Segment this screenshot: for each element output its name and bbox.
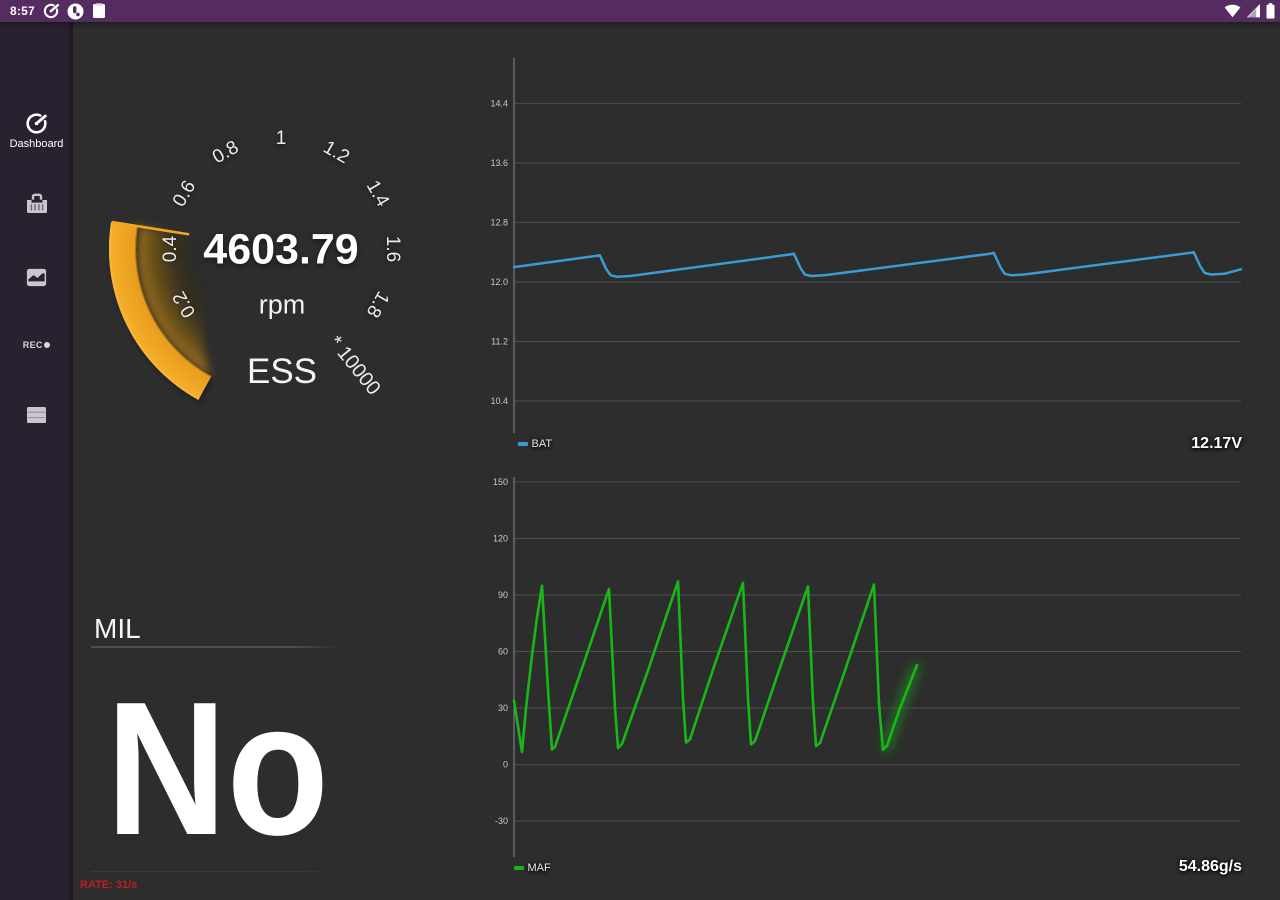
bat-current-value: 12.17V (1191, 434, 1242, 452)
rpm-gauge-arc (109, 220, 212, 400)
status-time: 8:57 (10, 4, 35, 18)
toolbox-icon (26, 193, 47, 213)
mil-rate-divider (91, 871, 342, 872)
gauge-tick-label: 0.4 (159, 235, 181, 263)
svg-text:-30: -30 (495, 816, 508, 826)
svg-text:150: 150 (493, 477, 508, 487)
svg-text:14.4: 14.4 (490, 98, 508, 108)
bat-legend-dash (517, 441, 528, 446)
cellular-signal-icon (1246, 4, 1260, 18)
svg-text:60: 60 (498, 647, 508, 657)
maf-chart: 150 120 90 60 30 0 -30 (493, 477, 1241, 857)
speedometer-notification-icon (43, 3, 59, 19)
mil-value: No (106, 663, 329, 875)
svg-text:12.0: 12.0 (490, 277, 508, 287)
note-notification-icon (92, 3, 105, 18)
mil-label: MIL (94, 613, 141, 644)
svg-text:10.4: 10.4 (490, 396, 508, 406)
maf-current-value: 54.86g/s (1178, 858, 1242, 875)
record-label: REC (22, 340, 43, 350)
bat-chart: 14.4 13.6 12.8 12.0 11.2 10.4 (490, 58, 1243, 433)
sidebar-item-charts[interactable] (0, 266, 73, 289)
sidebar-item-table[interactable] (0, 406, 73, 424)
svg-text:90: 90 (498, 590, 508, 600)
sidebar-item-dashboard[interactable]: Dashboard (0, 112, 73, 150)
gauge-title: ESS (246, 352, 318, 391)
maf-legend-label: MAF (527, 861, 551, 874)
svg-text:120: 120 (493, 533, 508, 543)
status-bar: 8:57 (0, 0, 1280, 22)
bat-legend-label: BAT (531, 437, 553, 450)
wifi-icon (1224, 4, 1241, 18)
sidebar-item-record[interactable]: REC (0, 340, 73, 350)
gauge-tick-label: 1.6 (381, 235, 403, 263)
app-notification-icon (67, 3, 84, 19)
gauge-value: 4603.79 (203, 225, 359, 274)
gauge-unit: rpm (258, 289, 306, 320)
table-icon (27, 406, 46, 424)
sidebar-item-label: Dashboard (9, 138, 64, 150)
chart-icon (26, 268, 47, 287)
record-dot-icon (43, 341, 51, 349)
svg-text:12.8: 12.8 (490, 217, 508, 227)
mil-rate: RATE: 31/s (80, 879, 138, 891)
svg-text:0: 0 (503, 760, 508, 770)
svg-text:13.6: 13.6 (490, 158, 508, 168)
gauge-icon (26, 113, 47, 134)
battery-icon (1266, 3, 1275, 19)
gauge-tick-label: 1 (275, 127, 287, 149)
svg-text:11.2: 11.2 (491, 336, 508, 346)
sidebar-item-garage[interactable] (0, 192, 73, 214)
mil-divider (91, 646, 342, 648)
svg-text:30: 30 (498, 703, 508, 713)
sidebar: Dashboard REC (0, 22, 73, 900)
maf-legend-dash (513, 866, 524, 870)
